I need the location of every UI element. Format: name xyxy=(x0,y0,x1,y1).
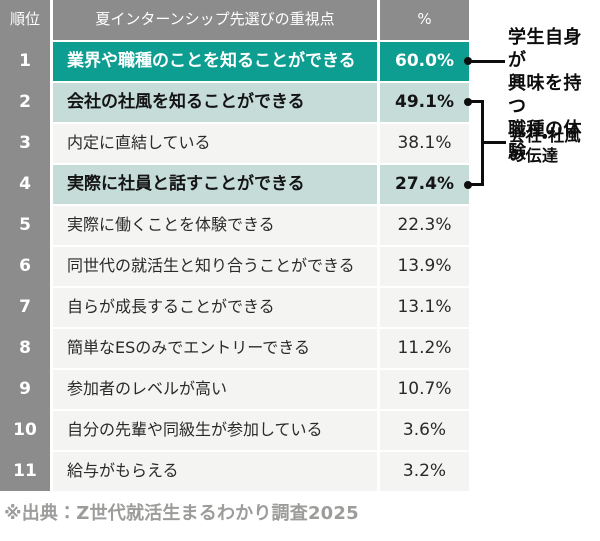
rank-column-background xyxy=(0,0,50,491)
connector-line-rank1 xyxy=(468,59,505,63)
rank-cell: 7 xyxy=(19,296,31,317)
rank-cell: 2 xyxy=(19,91,31,112)
rank-cell: 10 xyxy=(13,419,37,440)
percent-cell: 10.7% xyxy=(380,370,469,409)
rank-cell: 1 xyxy=(19,50,31,71)
percent-cell: 13.1% xyxy=(380,288,469,327)
rank-cell: 8 xyxy=(19,337,31,358)
topic-cell: 参加者のレベルが高い xyxy=(53,370,377,409)
annotation-student-interest: 学生自身が 興味を持つ 職種の体験 xyxy=(508,26,600,164)
percent-cell: 38.1% xyxy=(380,124,469,163)
percent-cell: 27.4% xyxy=(380,165,469,204)
topic-cell: 自らが成長することができる xyxy=(53,288,377,327)
rank-cell: 11 xyxy=(13,460,37,481)
rank-cell: 6 xyxy=(19,255,31,276)
bracket-arm-top xyxy=(468,100,484,103)
topic-cell: 給与がもらえる xyxy=(53,452,377,491)
annotation-text-line: 学生自身が xyxy=(508,27,582,71)
header-topic: 夏インターンシップ先選びの重視点 xyxy=(53,0,377,40)
annotation-text-line: 会社・社風 xyxy=(509,126,581,145)
topic-cell: 会社の社風を知ることができる xyxy=(53,83,377,122)
percent-cell: 60.0% xyxy=(380,42,469,81)
source-note: ※出典：Z世代就活生まるわかり調査2025 xyxy=(4,503,359,524)
ranking-grid: 順位 夏インターンシップ先選びの重視点 % 1 業界や職種のことを知ることができる… xyxy=(9,0,469,491)
ranking-table: 順位 夏インターンシップ先選びの重視点 % 1 業界や職種のことを知ることができる… xyxy=(0,0,469,491)
topic-cell: 実際に働くことを体験できる xyxy=(53,206,377,245)
rank-cell: 4 xyxy=(19,173,31,194)
annotation-text-line: 興味を持つ xyxy=(508,73,582,117)
percent-cell: 11.2% xyxy=(380,329,469,368)
topic-cell: 簡単なESのみでエントリーできる xyxy=(53,329,377,368)
topic-cell: 業界や職種のことを知ることができる xyxy=(53,42,377,81)
header-rank: 順位 xyxy=(9,10,40,29)
rank-cell: 9 xyxy=(19,378,31,399)
topic-cell: 実際に社員と話すことができる xyxy=(53,165,377,204)
topic-cell: 自分の先輩や同級生が参加している xyxy=(53,411,377,450)
rank-cell: 5 xyxy=(19,214,31,235)
topic-cell: 内定に直結している xyxy=(53,124,377,163)
annotation-company-culture: 会社・社風 の伝達 xyxy=(509,126,581,166)
bracket-arm-bottom xyxy=(468,183,484,186)
percent-cell: 49.1% xyxy=(380,83,469,122)
percent-cell: 3.6% xyxy=(380,411,469,450)
rank-cell: 3 xyxy=(19,132,31,153)
percent-cell: 13.9% xyxy=(380,247,469,286)
annotation-text-line: 職種の体験 xyxy=(508,119,582,163)
topic-cell: 同世代の就活生と知り合うことができる xyxy=(53,247,377,286)
bracket-spine xyxy=(481,100,484,186)
percent-cell: 22.3% xyxy=(380,206,469,245)
annotation-text-line: の伝達 xyxy=(509,146,559,165)
percent-cell: 3.2% xyxy=(380,452,469,491)
header-percent: % xyxy=(380,0,469,40)
bracket-stub xyxy=(483,141,506,144)
